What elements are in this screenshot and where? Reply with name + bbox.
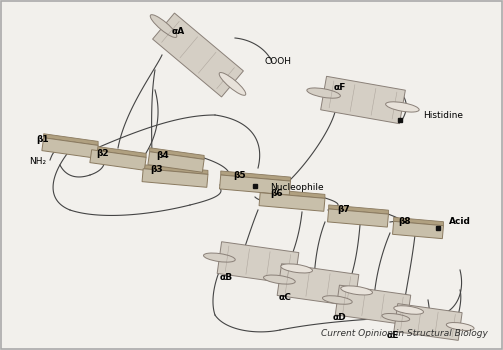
Polygon shape <box>277 264 359 306</box>
Text: β5: β5 <box>234 170 246 180</box>
Ellipse shape <box>204 253 235 262</box>
Polygon shape <box>150 148 204 159</box>
Text: αB: αB <box>219 273 232 282</box>
Polygon shape <box>336 285 411 325</box>
Polygon shape <box>152 13 243 97</box>
Polygon shape <box>143 165 208 174</box>
Ellipse shape <box>150 15 177 37</box>
Polygon shape <box>260 189 325 198</box>
Text: β7: β7 <box>338 205 351 215</box>
Text: β6: β6 <box>271 189 283 198</box>
Text: Nucleophile: Nucleophile <box>270 183 324 192</box>
Polygon shape <box>42 138 98 158</box>
Polygon shape <box>148 152 204 172</box>
Text: Current Opinion in Structural Biology: Current Opinion in Structural Biology <box>321 329 488 338</box>
Polygon shape <box>320 76 405 124</box>
Ellipse shape <box>386 102 419 112</box>
Polygon shape <box>259 193 325 211</box>
Ellipse shape <box>264 275 295 284</box>
Polygon shape <box>328 205 388 214</box>
Ellipse shape <box>394 306 424 314</box>
Ellipse shape <box>382 314 409 321</box>
Ellipse shape <box>219 72 246 95</box>
Polygon shape <box>392 221 444 239</box>
Polygon shape <box>394 303 462 341</box>
Text: COOH: COOH <box>265 57 292 66</box>
Text: αD: αD <box>333 314 347 322</box>
Text: αE: αE <box>387 331 399 341</box>
Text: αC: αC <box>279 294 291 302</box>
Text: αF: αF <box>334 84 346 92</box>
Text: β4: β4 <box>156 150 170 160</box>
Polygon shape <box>327 209 388 227</box>
Text: Histidine: Histidine <box>423 111 463 119</box>
Ellipse shape <box>307 88 341 98</box>
Ellipse shape <box>341 286 373 295</box>
Polygon shape <box>219 175 290 195</box>
Text: β2: β2 <box>97 148 109 158</box>
Ellipse shape <box>446 323 474 330</box>
Polygon shape <box>221 171 290 181</box>
Polygon shape <box>394 217 444 226</box>
Text: NH₂: NH₂ <box>30 158 47 167</box>
Polygon shape <box>90 150 146 170</box>
Polygon shape <box>44 134 98 145</box>
Text: β3: β3 <box>151 166 163 175</box>
Polygon shape <box>142 169 208 187</box>
Ellipse shape <box>322 296 352 304</box>
Text: β8: β8 <box>399 217 411 226</box>
Polygon shape <box>217 242 299 284</box>
Text: Acid: Acid <box>449 217 471 226</box>
Text: αA: αA <box>172 28 185 36</box>
Polygon shape <box>92 146 146 158</box>
Ellipse shape <box>281 264 312 273</box>
Text: β1: β1 <box>37 135 49 145</box>
